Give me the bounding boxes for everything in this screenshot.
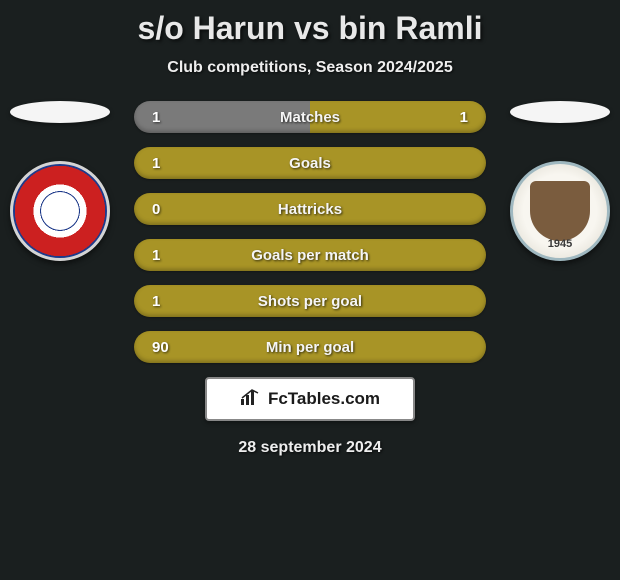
stat-label: Matches — [134, 109, 486, 126]
club-logo-left — [10, 161, 110, 261]
comparison-card: s/o Harun vs bin Ramli Club competitions… — [0, 0, 620, 467]
stat-bar-goals-per-match: 1 Goals per match — [134, 239, 486, 271]
stat-label: Shots per goal — [134, 293, 486, 310]
player2-avatar-placeholder — [510, 101, 610, 123]
stat-bar-matches: 1 Matches 1 — [134, 101, 486, 133]
stat-label: Goals per match — [134, 247, 486, 264]
main-row: 1 Matches 1 1 Goals 0 Hattricks 1 Goals … — [0, 101, 620, 363]
club-founded-year: 1945 — [513, 238, 607, 250]
chart-icon — [240, 389, 262, 410]
stat-label: Goals — [134, 155, 486, 172]
page-title: s/o Harun vs bin Ramli — [138, 10, 483, 47]
player1-avatar-placeholder — [10, 101, 110, 123]
brand-badge[interactable]: FcTables.com — [205, 377, 415, 421]
stat-bar-goals: 1 Goals — [134, 147, 486, 179]
subtitle: Club competitions, Season 2024/2025 — [167, 59, 452, 77]
stats-column: 1 Matches 1 1 Goals 0 Hattricks 1 Goals … — [134, 101, 486, 363]
brand-text: FcTables.com — [268, 389, 380, 409]
date-text: 28 september 2024 — [238, 439, 381, 457]
stat-label: Min per goal — [134, 339, 486, 356]
player1-name: s/o Harun — [138, 10, 286, 46]
stat-bar-shots-per-goal: 1 Shots per goal — [134, 285, 486, 317]
deer-icon — [530, 181, 590, 241]
club-logo-right: 1945 — [510, 161, 610, 261]
stat-bar-hattricks: 0 Hattricks — [134, 193, 486, 225]
player2-name: bin Ramli — [338, 10, 482, 46]
right-column: 1945 — [500, 101, 620, 261]
vs-text: vs — [294, 10, 330, 46]
stat-label: Hattricks — [134, 201, 486, 218]
stat-bar-min-per-goal: 90 Min per goal — [134, 331, 486, 363]
left-column — [0, 101, 120, 261]
